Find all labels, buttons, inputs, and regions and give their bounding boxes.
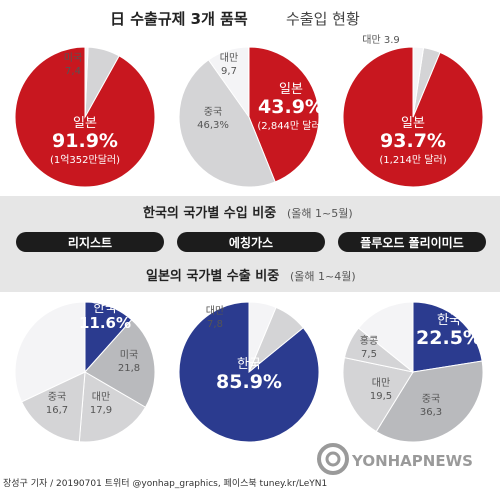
export-section-period: (올해 1~4월) <box>290 269 356 283</box>
slice-label: 대만 <box>92 391 110 403</box>
pie-slice-대만 <box>78 371 147 443</box>
slice-value: 85.9% <box>216 371 282 393</box>
slice-label: 중국 <box>204 106 222 118</box>
pie-slice-other <box>84 46 89 118</box>
page-title: 日 수출규제 3개 품목 <box>110 10 248 28</box>
slice-label: 대만 <box>206 305 224 317</box>
pie-slice-대만 <box>342 356 414 433</box>
import-section-period: (올해 1~5월) <box>287 206 353 220</box>
slice-note: (1,214만 달러) <box>379 154 446 166</box>
product-pill-3 <box>338 232 486 252</box>
slice-value: 7,5 <box>361 349 377 360</box>
slice-value: 22.5% <box>416 327 482 349</box>
slice-label: 한국 <box>93 301 117 316</box>
pie-slice-other <box>14 301 86 403</box>
import-section-title: 한국의 국가별 수입 비중 <box>143 205 276 221</box>
slice-label: 미국 <box>120 349 138 361</box>
page-subtitle: 수출입 현황 <box>286 10 360 28</box>
slice-value: 43.9% <box>258 96 324 118</box>
slice-label: 대만 3.9 <box>362 34 399 46</box>
pie-slice-other <box>412 46 425 118</box>
slice-label: 일본 <box>279 82 303 97</box>
slice-label: 한국 <box>237 357 261 372</box>
slice-value: 16,7 <box>46 405 68 416</box>
pie-slice-other <box>357 301 414 374</box>
export-section-title: 일본의 국가별 수출 비중 <box>146 268 279 284</box>
slice-value: 36,3 <box>420 407 442 418</box>
slice-label: 일본 <box>401 116 425 131</box>
slice-value: 7,8 <box>207 319 223 330</box>
pie-slice-일본 <box>248 46 320 183</box>
product-label-2: 에칭가스 <box>229 235 273 250</box>
pie-slice-중국 <box>20 371 86 443</box>
slice-value: 9,7 <box>221 66 237 77</box>
slice-note: (2,844만 달러) <box>257 120 324 132</box>
slice-label: 대만 <box>372 377 390 389</box>
slice-value: 11.6% <box>79 314 131 332</box>
slice-label: 홍콩 <box>360 334 378 347</box>
product-pill-2 <box>177 232 325 252</box>
logo-text: YONHAPNEWS <box>351 452 473 470</box>
yonhap-logo: YONHAPNEWS <box>317 443 473 475</box>
slice-value: 21,8 <box>118 363 140 374</box>
pie-slice-other <box>248 301 277 373</box>
product-label-3: 플루오드 폴리이미드 <box>360 235 464 250</box>
slice-value: 17,9 <box>90 405 112 416</box>
slice-label: 한국 <box>437 313 461 328</box>
product-label-1: 리지스트 <box>68 235 112 250</box>
pie-slice-미국 <box>84 319 156 408</box>
slice-value: 91.9% <box>52 130 118 152</box>
slice-value: 93.7% <box>380 130 446 152</box>
slice-label: 일본 <box>73 116 97 131</box>
slice-label: 중국 <box>422 393 440 405</box>
slice-note: (1억352만달러) <box>50 154 120 166</box>
slice-label: 미국 <box>64 52 82 64</box>
footer-credit: 장성구 기자 / 20190701 트위터 @yonhap_graphics, … <box>3 478 327 489</box>
product-pill-1 <box>16 232 164 252</box>
pie-slice-한국 <box>412 301 483 373</box>
pie-slice-중국 <box>178 59 276 188</box>
slice-label: 중국 <box>48 391 66 403</box>
slice-value: 19,5 <box>370 391 392 402</box>
slice-value: 7,4 <box>65 66 81 77</box>
pie-slice-중국 <box>375 360 484 443</box>
slice-value: 46,3% <box>197 120 229 131</box>
slice-label: 대만 <box>220 52 238 64</box>
